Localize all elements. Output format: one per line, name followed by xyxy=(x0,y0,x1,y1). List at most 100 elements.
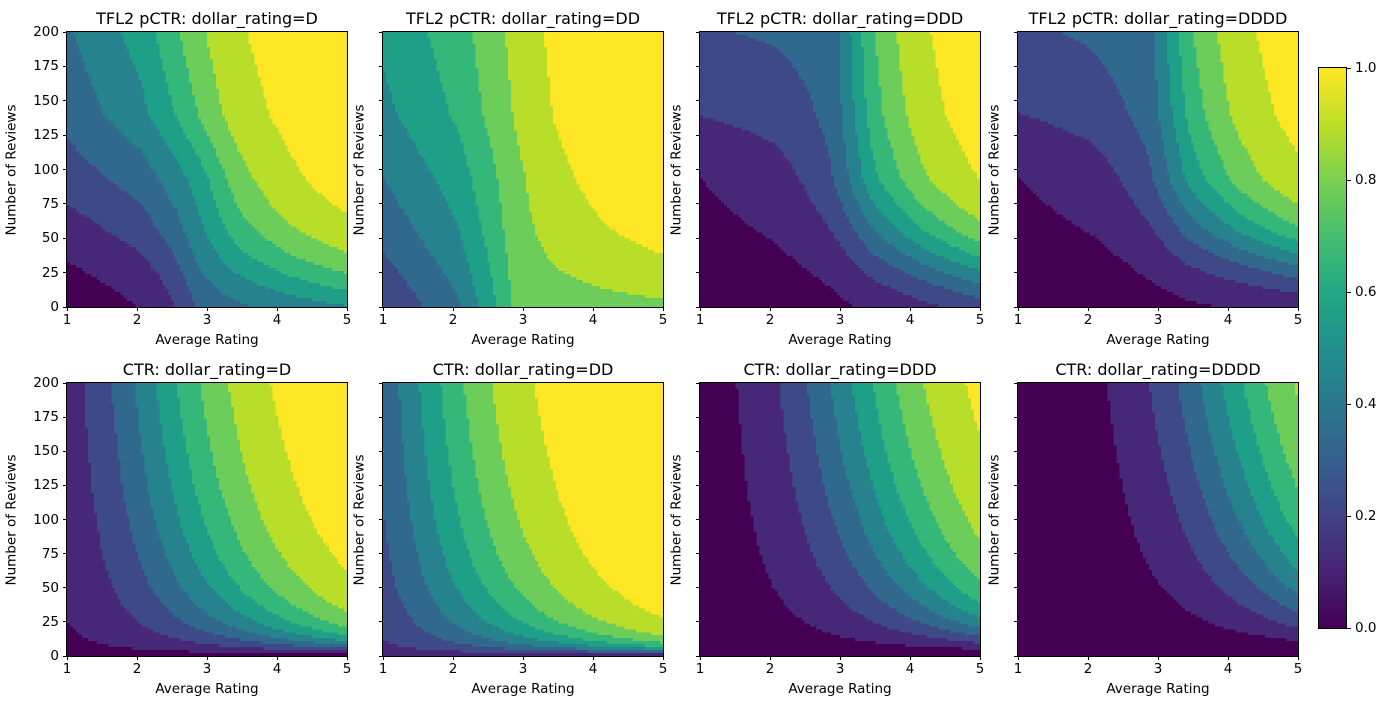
x-tick-mark xyxy=(1017,307,1019,311)
x-tick-label: 2 xyxy=(765,312,775,328)
y-tick-mark xyxy=(63,100,67,102)
y-tick-mark xyxy=(1014,519,1018,520)
y-tick-mark xyxy=(379,587,383,589)
y-tick-mark xyxy=(63,416,67,418)
colorbar-tick-label: 0.0 xyxy=(1355,620,1377,636)
y-tick-mark xyxy=(63,655,67,657)
y-tick-mark xyxy=(1014,169,1018,170)
x-tick-label: 4 xyxy=(272,661,282,677)
x-tick-label: 4 xyxy=(905,312,915,328)
x-tick-mark xyxy=(769,307,771,311)
subplot-ctr-dd: CTR: dollar_rating=DD Number of Reviews … xyxy=(352,361,668,697)
y-tick-mark xyxy=(63,382,67,384)
x-tick-label: 1 xyxy=(378,661,388,677)
x-tick-mark xyxy=(839,307,841,311)
y-tick-mark xyxy=(379,416,383,418)
y-tick-mark xyxy=(63,519,67,520)
colorbar-tick-mark xyxy=(1347,179,1351,181)
contour-plot-canvas xyxy=(383,383,663,656)
y-tick-mark xyxy=(63,450,67,452)
x-axis-label: Average Rating xyxy=(788,681,892,697)
x-tick-mark xyxy=(346,656,348,660)
y-tick-mark xyxy=(1014,621,1018,623)
x-tick-label: 5 xyxy=(658,661,668,677)
x-tick-mark xyxy=(662,656,664,660)
x-axis-label: Average Rating xyxy=(155,332,259,348)
subplot-ctr-dddd: CTR: dollar_rating=DDDD Number of Review… xyxy=(987,361,1303,697)
x-tick-label: 1 xyxy=(62,312,72,328)
y-tick-label: 175 xyxy=(33,58,59,75)
y-tick-label: 200 xyxy=(33,24,59,40)
y-tick-label: 200 xyxy=(33,375,59,391)
y-tick-mark xyxy=(63,203,67,205)
y-tick-mark xyxy=(1014,31,1018,33)
y-axis-label: Number of Reviews xyxy=(986,103,1003,236)
x-axis-label: Average Rating xyxy=(788,332,892,348)
y-tick-mark xyxy=(63,272,67,274)
y-tick-mark xyxy=(379,169,383,170)
x-tick-label: 3 xyxy=(518,312,528,328)
x-tick-label: 1 xyxy=(378,312,388,328)
colorbar-tick-mark xyxy=(1347,291,1351,293)
x-tick-label: 2 xyxy=(132,661,142,677)
x-tick-label: 4 xyxy=(905,661,915,677)
y-tick-label: 100 xyxy=(33,161,59,178)
y-tick-mark xyxy=(379,203,383,205)
y-axis-label: Number of Reviews xyxy=(351,453,368,586)
y-tick-mark xyxy=(63,621,67,623)
x-tick-mark xyxy=(522,656,524,660)
x-tick-label: 5 xyxy=(975,312,985,328)
y-tick-mark xyxy=(63,484,67,486)
x-tick-mark xyxy=(1297,656,1299,660)
y-tick-mark xyxy=(379,553,383,555)
x-tick-mark xyxy=(1087,656,1089,660)
y-tick-mark xyxy=(1014,484,1018,486)
x-tick-mark xyxy=(1017,656,1019,660)
x-axis-label: Average Rating xyxy=(155,681,259,697)
x-axis-label: Average Rating xyxy=(471,681,575,697)
colorbar-gradient xyxy=(1319,68,1346,628)
x-tick-mark xyxy=(382,656,384,660)
x-tick-label: 4 xyxy=(588,312,598,328)
colorbar: 0.0 0.2 0.4 0.6 0.8 1.0 xyxy=(1318,61,1376,635)
plot-title: CTR: dollar_rating=DDD xyxy=(743,360,937,379)
y-tick-label: 50 xyxy=(41,579,59,596)
plot-title: TFL2 pCTR: dollar_rating=D xyxy=(96,9,318,28)
x-tick-mark xyxy=(592,307,594,311)
x-tick-label: 1 xyxy=(1013,661,1023,677)
x-tick-label: 1 xyxy=(695,312,705,328)
plot-title: CTR: dollar_rating=DD xyxy=(432,360,614,379)
y-tick-mark xyxy=(696,450,700,452)
y-tick-mark xyxy=(696,203,700,205)
x-tick-mark xyxy=(136,656,138,660)
y-tick-mark xyxy=(63,31,67,33)
contour-plot-canvas xyxy=(700,32,980,307)
x-tick-mark xyxy=(769,656,771,660)
y-tick-label: 50 xyxy=(41,230,59,247)
x-tick-label: 2 xyxy=(765,661,775,677)
subplot-tfl2-pctr-d: TFL2 pCTR: dollar_rating=D Number of Rev… xyxy=(4,10,352,348)
colorbar-tick-label: 0.4 xyxy=(1355,396,1377,412)
y-tick-mark xyxy=(63,553,67,555)
y-axis-label: Number of Reviews xyxy=(986,453,1003,586)
y-tick-label: 0 xyxy=(50,648,59,664)
x-tick-label: 1 xyxy=(62,661,72,677)
x-tick-label: 4 xyxy=(1223,312,1233,328)
x-tick-mark xyxy=(909,656,911,660)
x-tick-label: 5 xyxy=(1293,661,1303,677)
x-tick-label: 2 xyxy=(448,661,458,677)
x-tick-mark xyxy=(452,307,454,311)
y-tick-mark xyxy=(379,272,383,274)
y-tick-mark xyxy=(696,272,700,274)
y-tick-mark xyxy=(379,655,383,657)
plot-title: TFL2 pCTR: dollar_rating=DDDD xyxy=(1028,9,1288,28)
x-tick-label: 3 xyxy=(835,312,845,328)
y-tick-mark xyxy=(379,237,383,239)
x-tick-mark xyxy=(1087,307,1089,311)
y-tick-mark xyxy=(1014,450,1018,452)
contour-plot-canvas xyxy=(67,383,347,656)
x-tick-mark xyxy=(662,307,664,311)
x-tick-label: 4 xyxy=(1223,661,1233,677)
x-tick-label: 3 xyxy=(1153,312,1163,328)
